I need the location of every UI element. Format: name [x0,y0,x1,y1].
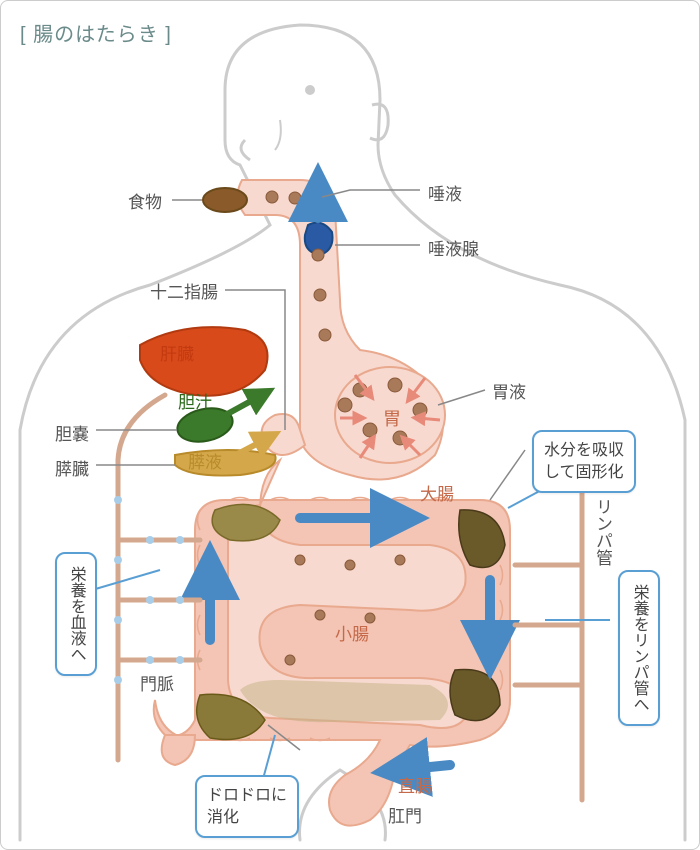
label-large-intestine: 大腸 [420,480,454,505]
callout-to-blood: 栄養を血液へ [55,552,97,676]
label-duodenum: 十二指腸 [150,278,218,303]
label-gastric-juice: 胃液 [492,378,526,403]
label-small-intestine: 小腸 [335,620,369,645]
callout-digested: ドロドロに 消化 [195,775,299,838]
label-bile: 胆汁 [178,388,212,413]
label-anus: 肛門 [388,802,422,827]
lymph-duct [515,475,582,800]
label-pancreas: 膵臓 [55,455,89,480]
label-pancreatic-juice: 膵液 [188,448,222,473]
diagram-svg [0,0,700,850]
label-gallbladder: 胆嚢 [55,420,89,445]
label-salivary-gland: 唾液腺 [428,235,479,260]
label-portal-vein: 門脈 [140,670,174,695]
label-lymph-duct: リンパ管 [590,498,615,566]
label-saliva: 唾液 [428,180,462,205]
callout-to-lymph: 栄養をリンパ管へ [618,570,660,726]
label-food: 食物 [128,188,162,213]
food-shape [203,188,247,212]
diagram-title: [ 腸のはたらき ] [20,18,172,47]
label-rectum: 直腸 [398,772,432,797]
bile-arrow [220,395,262,418]
callout-solidify: 水分を吸収 して固形化 [532,430,636,493]
label-liver: 肝臓 [160,340,194,365]
label-stomach: 胃 [383,405,401,431]
